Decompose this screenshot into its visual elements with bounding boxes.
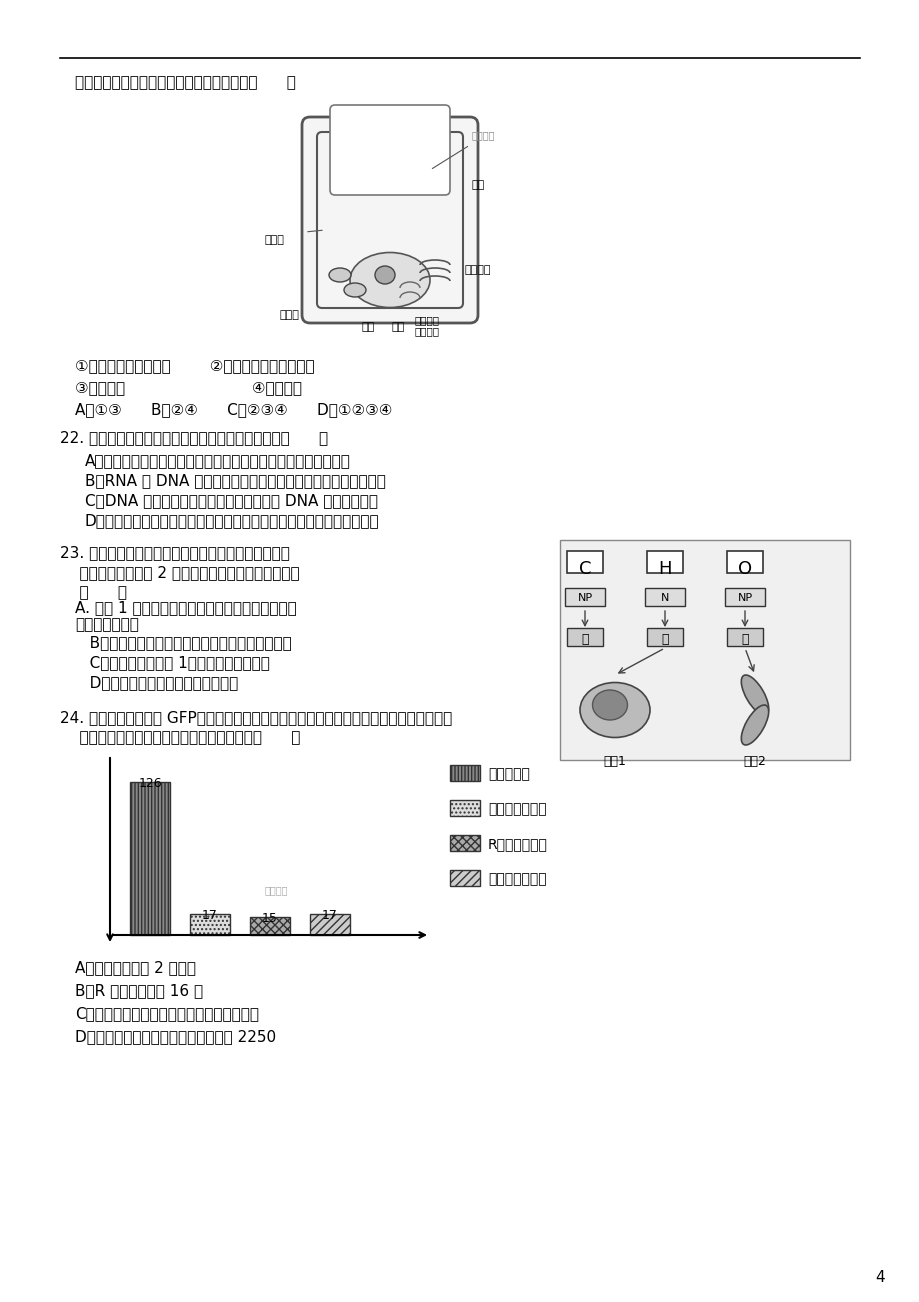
Text: 乙: 乙	[661, 633, 668, 646]
Bar	[190, 914, 230, 935]
Text: 高尔基体: 高尔基体	[464, 266, 491, 275]
Text: A．蛋白质肽链的盘曲和折叠被解开时，其特定功能并未发生改变: A．蛋白质肽链的盘曲和折叠被解开时，其特定功能并未发生改变	[85, 453, 350, 467]
Ellipse shape	[741, 674, 768, 715]
Text: 126: 126	[138, 777, 162, 790]
Text: 叶正辅云: 叶正辅云	[265, 885, 289, 894]
Text: ③真核细胞                          ④植物细胞: ③真核细胞 ④植物细胞	[75, 380, 301, 395]
Bar	[726, 628, 762, 646]
Ellipse shape	[579, 682, 650, 737]
Text: 液泡: 液泡	[471, 180, 484, 190]
Bar	[644, 589, 685, 605]
Text: 结构1: 结构1	[603, 755, 626, 768]
Bar	[130, 783, 170, 935]
Text: C．DNA 分子碱基的特定排列顺序，构成了 DNA 分子的特异性: C．DNA 分子碱基的特定排列顺序，构成了 DNA 分子的特异性	[85, 493, 378, 508]
Bar	[250, 917, 289, 935]
Text: 15: 15	[262, 911, 278, 924]
Text: 是元素符号，结构 2 是染色体），下列叙述正确的是: 是元素符号，结构 2 是染色体），下列叙述正确的是	[60, 565, 300, 579]
FancyBboxPatch shape	[301, 117, 478, 323]
Text: 17: 17	[202, 909, 218, 922]
Text: 综合图（如下图），有理由认为这一细胞是（      ）: 综合图（如下图），有理由认为这一细胞是（ ）	[75, 76, 296, 90]
Text: 游离羧基的总数: 游离羧基的总数	[487, 802, 546, 816]
Text: 叶正辅云: 叶正辅云	[471, 130, 495, 141]
Text: A．①③      B．②④      C．②③④      D．①②③④: A．①③ B．②④ C．②③④ D．①②③④	[75, 402, 391, 417]
Bar	[564, 589, 605, 605]
Text: NP: NP	[577, 592, 592, 603]
Bar	[566, 628, 602, 646]
Text: 细胞膜: 细胞膜	[265, 234, 285, 245]
Text: D．胆固醇是构成细胞膜的重要成分，在人体内还参与血液中脂质的运输: D．胆固醇是构成细胞膜的重要成分，在人体内还参与血液中脂质的运输	[85, 513, 380, 529]
Text: 丙: 丙	[741, 633, 748, 646]
Text: O: O	[737, 560, 751, 578]
Text: 关数据如下图所示，下列有关叙述正确的是（      ）: 关数据如下图所示，下列有关叙述正确的是（ ）	[60, 730, 300, 745]
Ellipse shape	[592, 690, 627, 720]
Text: 核膜: 核膜	[391, 322, 404, 332]
Bar	[566, 551, 602, 573]
Text: 24. 绿色荧光蛋白简称 GFP，最初是从维多利亚多管发光水母中分离出来的结构蛋白。其相: 24. 绿色荧光蛋白简称 GFP，最初是从维多利亚多管发光水母中分离出来的结构蛋…	[60, 710, 452, 725]
Text: A．该蛋白质含有 2 条肽链: A．该蛋白质含有 2 条肽链	[75, 960, 196, 975]
Bar	[646, 628, 682, 646]
Text: 线粒体: 线粒体	[279, 310, 300, 320]
Ellipse shape	[329, 268, 351, 283]
Bar	[449, 799, 480, 816]
Text: NP: NP	[737, 592, 752, 603]
Text: 氨基酸数目: 氨基酸数目	[487, 767, 529, 781]
Text: H: H	[657, 560, 671, 578]
Text: N: N	[660, 592, 668, 603]
Bar	[724, 589, 765, 605]
Bar	[449, 766, 480, 781]
Ellipse shape	[344, 283, 366, 297]
Text: 4: 4	[874, 1269, 884, 1285]
Text: B．RNA 与 DNA 的分子都由四种核苷酸组成，可以储存遗传信息: B．RNA 与 DNA 的分子都由四种核苷酸组成，可以储存遗传信息	[85, 473, 385, 488]
Text: 结构2: 结构2	[743, 755, 766, 768]
Text: C: C	[578, 560, 591, 578]
Text: 甲: 甲	[581, 633, 588, 646]
Text: R基上的羧基数: R基上的羧基数	[487, 837, 548, 852]
Ellipse shape	[741, 704, 768, 745]
Text: C．原核细胞无结构 1，但含有乙、丙物质: C．原核细胞无结构 1，但含有乙、丙物质	[75, 655, 269, 671]
Ellipse shape	[375, 266, 394, 284]
Text: C．该肽链水解时，水中氢的去向是形成氨基: C．该肽链水解时，水中氢的去向是形成氨基	[75, 1006, 259, 1021]
Text: A. 结构 1 功能的复杂程度主要是由图中乙的种类和
数量直接决定的: A. 结构 1 功能的复杂程度主要是由图中乙的种类和 数量直接决定的	[75, 600, 297, 633]
Text: 23. 如图表示真核细胞某些结构的主要组成成分（字母: 23. 如图表示真核细胞某些结构的主要组成成分（字母	[60, 546, 289, 560]
Bar	[560, 540, 849, 760]
Text: D．该真核细胞的遗传物质主要是丙: D．该真核细胞的遗传物质主要是丙	[75, 674, 238, 690]
Text: B．物质乙、丙的单体分别是氨基酸和核糖核苷酸: B．物质乙、丙的单体分别是氨基酸和核糖核苷酸	[75, 635, 291, 650]
Bar	[449, 870, 480, 885]
Text: D．在合成该物质时相对分子量减少了 2250: D．在合成该物质时相对分子量减少了 2250	[75, 1029, 276, 1044]
Ellipse shape	[349, 253, 429, 307]
FancyBboxPatch shape	[330, 105, 449, 195]
Text: ①进行光合作用的细胞        ②能进行呼吸作用的细胞: ①进行光合作用的细胞 ②能进行呼吸作用的细胞	[75, 358, 314, 372]
Bar	[310, 914, 349, 935]
Text: B．R 基上的氨基有 16 个: B．R 基上的氨基有 16 个	[75, 983, 203, 999]
Text: 内质网上
有核糖体: 内质网上 有核糖体	[414, 315, 439, 337]
Text: 22. 下列关于组成细胞的化合物的叙述，不正确的是（      ）: 22. 下列关于组成细胞的化合物的叙述，不正确的是（ ）	[60, 430, 328, 445]
Text: 游离氨基的总数: 游离氨基的总数	[487, 872, 546, 885]
Bar	[449, 835, 480, 852]
Text: （      ）: （ ）	[60, 585, 127, 600]
Text: 核仁: 核仁	[361, 322, 375, 332]
Text: 17: 17	[322, 909, 337, 922]
Bar	[646, 551, 682, 573]
Bar	[726, 551, 762, 573]
